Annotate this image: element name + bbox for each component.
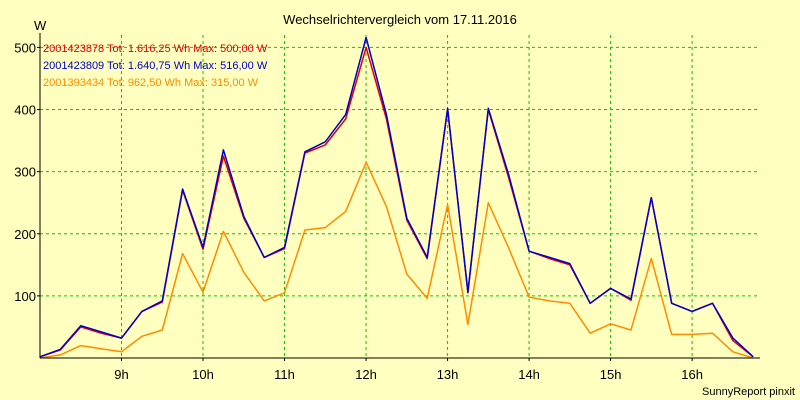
x-tick-labels: 9h 10h 11h 12h 13h 14h 15h 16h — [114, 358, 703, 382]
y-tick-label-3: 400 — [14, 103, 36, 118]
legend-entry-1: 2001423809 Tot: 1.640,75 Wh Max: 516,00 … — [43, 60, 268, 72]
x-tick-label-2: 11h — [274, 367, 295, 382]
series-line-0 — [39, 46, 754, 358]
x-tick-label-0: 9h — [114, 367, 128, 382]
axes — [39, 33, 760, 359]
x-tick-label-6: 15h — [600, 367, 622, 382]
footer-credit: SunnyReport pinxit — [702, 386, 795, 398]
series-line-2 — [39, 161, 754, 359]
y-tick-label-0: 100 — [14, 289, 36, 304]
series-line-1 — [39, 36, 754, 358]
x-tick-label-4: 13h — [437, 367, 459, 382]
series-layer — [39, 36, 754, 359]
legend-entry-0: 2001423878 Tot: 1.616,25 Wh Max: 500,00 … — [43, 43, 268, 55]
y-tick-labels: 100 200 300 400 500 — [14, 40, 40, 304]
chart-title: Wechselrichtervergleich vom 17.11.2016 — [283, 12, 517, 27]
y-axis-unit: W — [34, 18, 47, 33]
x-tick-label-5: 14h — [518, 367, 540, 382]
y-tick-label-4: 500 — [14, 40, 36, 55]
x-tick-label-7: 16h — [681, 367, 703, 382]
legend: 2001423878 Tot: 1.616,25 Wh Max: 500,00 … — [43, 43, 268, 89]
legend-entry-2: 2001393434 Tot: 962,50 Wh Max: 315,00 W — [43, 77, 259, 89]
x-tick-label-1: 10h — [192, 367, 214, 382]
x-tick-label-3: 12h — [355, 367, 377, 382]
y-tick-label-1: 200 — [14, 227, 36, 242]
y-tick-label-2: 300 — [14, 165, 36, 180]
